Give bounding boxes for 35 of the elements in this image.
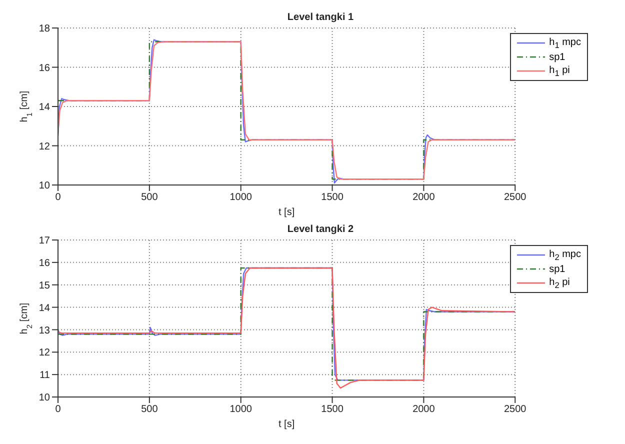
y-tick-label: 11 bbox=[40, 370, 50, 382]
x-tick-label: 0 bbox=[55, 192, 62, 204]
y-tick-label: 15 bbox=[38, 280, 50, 292]
x-tick-label: 1500 bbox=[321, 404, 344, 416]
y-tick-label: 14 bbox=[38, 102, 50, 114]
legend-label: h$_{2}$ mpc bbox=[549, 248, 581, 262]
y-tick-label: 13 bbox=[38, 325, 50, 336]
x-tick-label: 2500 bbox=[504, 192, 527, 204]
x-tick-label: 1000 bbox=[230, 404, 252, 416]
y-tick-label: 18 bbox=[38, 24, 50, 35]
x-tick-label: 1500 bbox=[321, 192, 344, 204]
x-axis-title: t [s] bbox=[278, 419, 295, 430]
x-tick-label: 1000 bbox=[230, 192, 252, 204]
legend-label: sp1 bbox=[549, 264, 566, 274]
legend-label: h$_{1}$ mpc bbox=[549, 36, 581, 50]
y-tick-label: 12 bbox=[38, 348, 50, 359]
y-tick-label: 17 bbox=[38, 236, 50, 247]
y-tick-label: 10 bbox=[38, 180, 50, 192]
chart-title: Level tangki 2 bbox=[287, 224, 354, 235]
y-tick-label: 10 bbox=[38, 392, 50, 404]
y-tick-label: 16 bbox=[38, 258, 50, 269]
x-axis-title: t [s] bbox=[278, 207, 295, 218]
y-tick-label: 16 bbox=[38, 62, 50, 74]
x-tick-label: 500 bbox=[141, 192, 158, 204]
y-tick-label: 14 bbox=[38, 302, 50, 314]
chart-title: Level tangki 1 bbox=[287, 12, 354, 23]
legend-label: h$_{1}$ pi bbox=[549, 64, 570, 78]
x-tick-label: 0 bbox=[55, 404, 62, 416]
legend-label: sp1 bbox=[549, 52, 566, 62]
x-tick-label: 500 bbox=[141, 404, 158, 416]
x-tick-label: 2000 bbox=[412, 192, 436, 204]
legend-label: h$_{2}$ pi bbox=[549, 276, 570, 290]
x-tick-label: 2500 bbox=[504, 404, 527, 416]
x-tick-label: 2000 bbox=[412, 404, 436, 416]
y-tick-label: 12 bbox=[38, 141, 50, 152]
